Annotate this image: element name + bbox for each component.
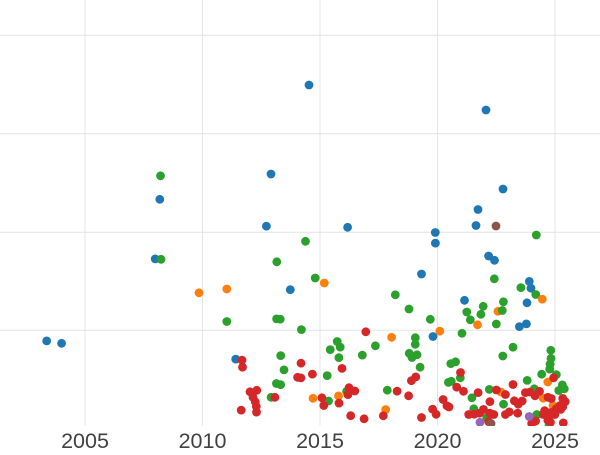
svg-text:2005: 2005 bbox=[61, 429, 109, 450]
svg-text:2025: 2025 bbox=[531, 429, 579, 450]
svg-text:2015: 2015 bbox=[296, 429, 344, 450]
svg-text:2020: 2020 bbox=[414, 429, 462, 450]
svg-text:2010: 2010 bbox=[179, 429, 227, 450]
